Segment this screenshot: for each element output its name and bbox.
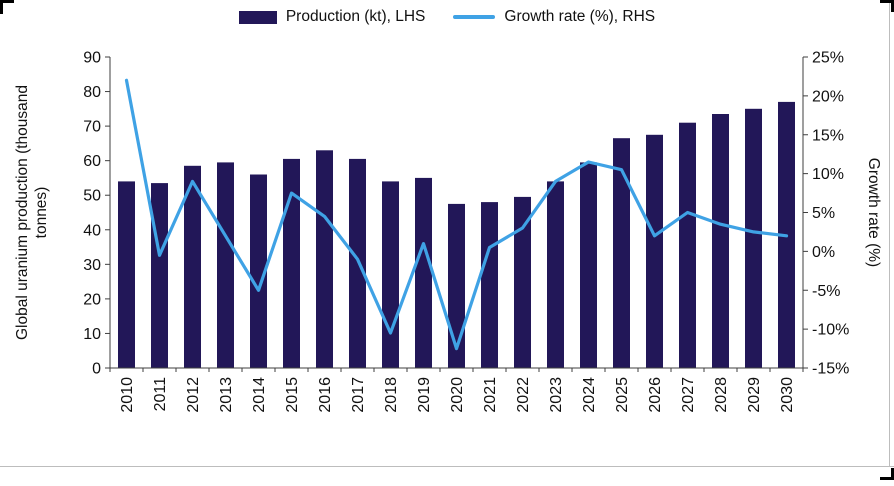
- production-bar: [184, 165, 201, 368]
- x-tick-label: 2012: [185, 377, 202, 413]
- production-bar: [613, 138, 630, 368]
- x-tick-label: 2028: [713, 377, 730, 413]
- x-tick-label: 2022: [515, 377, 532, 413]
- left-tick-label: 40: [83, 222, 101, 239]
- x-tick-label: 2010: [119, 377, 136, 413]
- frame-line-right: [889, 0, 890, 466]
- corner-mark-bottom-right-2: [891, 468, 894, 480]
- x-tick-label: 2014: [251, 377, 268, 413]
- left-tick-label: 10: [83, 326, 101, 343]
- left-tick-label: 0: [92, 361, 101, 378]
- left-tick-label: 90: [83, 50, 101, 67]
- x-tick-label: 2020: [449, 377, 466, 413]
- right-tick-label: 15%: [812, 127, 844, 144]
- production-bar: [349, 158, 366, 368]
- production-bar: [118, 181, 135, 368]
- x-tick-label: 2018: [383, 377, 400, 413]
- x-tick-label: 2025: [614, 377, 631, 413]
- right-tick-label: 0%: [812, 244, 835, 261]
- growth-line: [124, 78, 789, 351]
- corner-mark-bottom-right: [880, 477, 894, 480]
- corner-mark-top-right: [880, 0, 894, 3]
- x-tick-label: 2011: [152, 377, 169, 412]
- bar-swatch-icon: [238, 10, 277, 24]
- production-bar: [283, 158, 300, 368]
- x-tick-label: 2024: [581, 377, 598, 413]
- production-bar: [151, 183, 168, 368]
- x-tick-label: 2030: [779, 377, 796, 413]
- x-tick-label: 2013: [218, 377, 235, 413]
- production-bar: [679, 122, 696, 368]
- legend-label-growth: Growth rate (%), RHS: [504, 8, 656, 25]
- legend-label-production: Production (kt), LHS: [285, 8, 426, 25]
- right-tick-label: 10%: [812, 166, 844, 183]
- production-bar: [712, 114, 729, 368]
- legend-item-growth: Growth rate (%), RHS: [453, 8, 655, 26]
- x-tick-label: 2023: [548, 377, 565, 413]
- production-bar: [415, 177, 432, 368]
- x-tick-label: 2027: [680, 377, 697, 413]
- x-tick-label: 2019: [416, 377, 433, 413]
- left-tick-label: 30: [83, 257, 101, 274]
- left-tick-label: 60: [83, 153, 101, 170]
- line-swatch-icon: [453, 15, 496, 19]
- production-bar: [316, 150, 333, 368]
- legend: Production (kt), LHS Growth rate (%), RH…: [0, 8, 894, 26]
- corner-mark-top-left-2: [0, 0, 3, 14]
- production-bar: [646, 134, 663, 369]
- corner-mark-top-left: [0, 0, 14, 3]
- x-tick-label: 2026: [647, 377, 664, 413]
- right-tick-label: 25%: [812, 50, 844, 67]
- frame-line-bottom: [0, 466, 894, 467]
- chart-plot: 908070605040302010025%20%15%10%5%0%-5%-1…: [14, 50, 882, 413]
- left-tick-label: 70: [83, 119, 101, 136]
- x-tick-label: 2021: [482, 377, 499, 413]
- production-bar: [382, 181, 399, 368]
- production-bar: [448, 203, 465, 368]
- left-tick-label: 20: [83, 291, 101, 308]
- production-bar: [217, 162, 234, 368]
- production-bar: [481, 202, 498, 368]
- production-bar: [514, 196, 531, 368]
- production-bar: [745, 108, 762, 369]
- x-tick-label: 2016: [317, 377, 334, 413]
- production-bar: [250, 174, 267, 368]
- right-tick-label: -15%: [812, 361, 849, 378]
- left-tick-label: 80: [83, 84, 101, 101]
- right-tick-label: -10%: [812, 322, 849, 339]
- corner-mark-top-right-2: [891, 0, 894, 12]
- left-axis-title: Global uranium production (thousand tonne…: [14, 85, 50, 340]
- legend-item-production: Production (kt), LHS: [238, 8, 426, 26]
- x-tick-label: 2029: [746, 377, 763, 413]
- left-tick-label: 50: [83, 188, 101, 205]
- x-tick-label: 2015: [284, 377, 301, 413]
- right-axis-title: Growth rate (%): [865, 158, 882, 267]
- right-tick-label: -5%: [812, 283, 840, 300]
- production-bar: [547, 181, 564, 368]
- right-tick-label: 5%: [812, 205, 835, 222]
- x-tick-label: 2017: [350, 377, 367, 413]
- right-tick-label: 20%: [812, 88, 844, 105]
- production-bar: [580, 162, 597, 368]
